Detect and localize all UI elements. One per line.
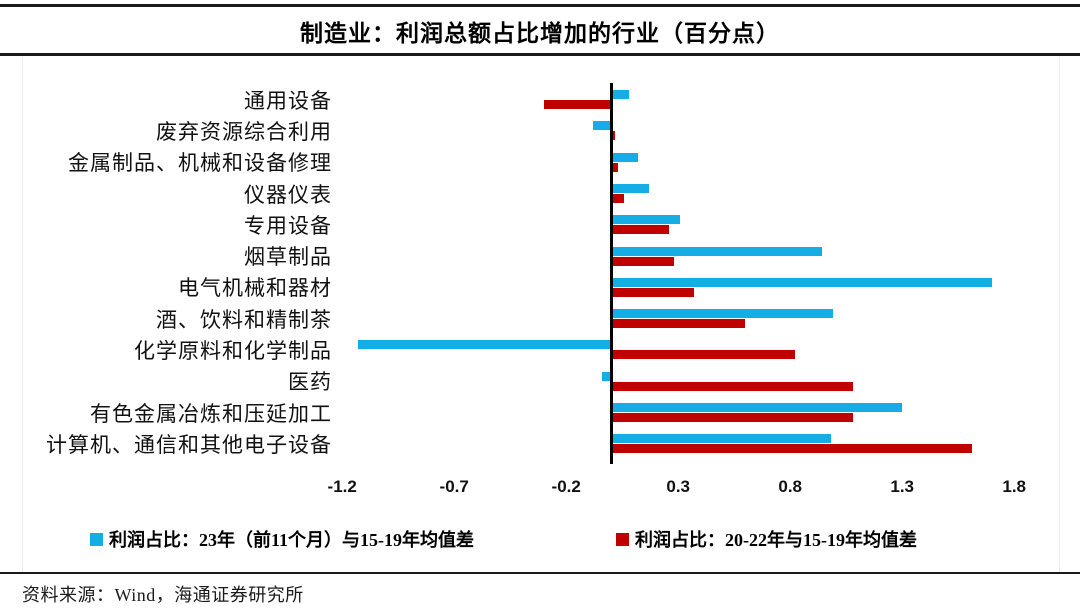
legend-entry-23y: 利润占比：23年（前11个月）与15-19年均值差 [90, 526, 474, 552]
bar-20-22y [543, 100, 611, 109]
bar-23y [611, 309, 833, 319]
bar-20-22y [611, 413, 853, 422]
source-note: 资料来源：Wind，海通证券研究所 [22, 585, 304, 605]
x-tick-label: -0.2 [551, 477, 581, 496]
bar-20-22y [611, 287, 694, 297]
right-table-border [1059, 57, 1060, 572]
legend-label: 利润占比：20-22年与15-19年均值差 [635, 530, 917, 550]
bar-23y [593, 121, 611, 131]
x-tick-label: 0.3 [666, 477, 691, 496]
bar-20-22y [611, 256, 674, 266]
left-table-border [22, 57, 23, 572]
bar-23y [611, 403, 903, 412]
bar-23y [602, 371, 611, 381]
bar-20-22y [611, 350, 795, 360]
x-tick-label: -0.7 [439, 477, 469, 496]
x-tick-label: -1.2 [327, 477, 357, 496]
legend-entry-20-22y: 利润占比：20-22年与15-19年均值差 [616, 526, 917, 552]
bar-23y [611, 215, 681, 225]
category-label: 医药 [288, 370, 332, 395]
category-label: 电气机械和器材 [178, 276, 332, 301]
x-tick-label: 1.8 [1002, 477, 1027, 496]
category-label: 专用设备 [244, 213, 332, 238]
chart-title: 制造业：利润总额占比增加的行业（百分点） [300, 21, 780, 46]
bar-20-22y [611, 225, 670, 235]
bar-20-22y [611, 162, 618, 172]
category-label: 有色金属冶炼和压延加工 [90, 401, 332, 426]
category-label: 金属制品、机械和设备修理 [68, 151, 332, 176]
bar-20-22y [611, 193, 625, 203]
zero-axis-line [609, 83, 613, 464]
bar-23y [611, 90, 629, 99]
bar-23y [611, 152, 638, 162]
bar-20-22y [611, 131, 616, 141]
bar-23y [357, 340, 611, 350]
legend-label: 利润占比：23年（前11个月）与15-19年均值差 [109, 530, 474, 550]
bar-23y [611, 434, 831, 444]
category-label: 仪器仪表 [244, 182, 332, 207]
category-label: 通用设备 [244, 88, 332, 113]
category-label: 烟草制品 [244, 245, 332, 270]
title-divider-rule [0, 53, 1080, 56]
legend-swatch-red-icon [616, 532, 629, 546]
x-tick-label: 1.3 [890, 477, 915, 496]
category-label: 计算机、通信和其他电子设备 [46, 432, 332, 457]
category-label: 化学原料和化学制品 [134, 339, 332, 364]
bar-23y [611, 246, 822, 256]
bar-20-22y [611, 381, 853, 391]
top-rule [0, 4, 1080, 7]
bar-20-22y [611, 444, 972, 454]
x-tick-label: 0.8 [778, 477, 803, 496]
bar-20-22y [611, 319, 746, 329]
bottom-rule [0, 572, 1080, 574]
category-label: 酒、饮料和精制茶 [156, 307, 332, 332]
category-label: 废弃资源综合利用 [156, 119, 332, 144]
legend-swatch-blue-icon [90, 532, 103, 546]
bar-23y [611, 183, 650, 193]
bar-23y [611, 277, 992, 287]
